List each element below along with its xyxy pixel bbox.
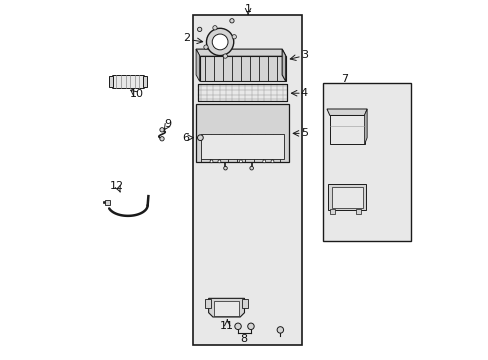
Polygon shape xyxy=(196,49,285,56)
Bar xyxy=(199,55,285,81)
Circle shape xyxy=(203,45,208,49)
Circle shape xyxy=(262,160,265,163)
Text: 6: 6 xyxy=(182,133,188,143)
Bar xyxy=(214,301,239,316)
Bar xyxy=(198,84,286,101)
Circle shape xyxy=(218,160,221,163)
Bar xyxy=(323,83,410,241)
Bar xyxy=(204,300,210,309)
Circle shape xyxy=(247,323,254,329)
Bar xyxy=(143,76,147,87)
Bar xyxy=(192,15,301,345)
Circle shape xyxy=(232,35,236,39)
Bar xyxy=(356,210,360,215)
Circle shape xyxy=(234,323,241,329)
Circle shape xyxy=(223,54,227,58)
Text: 12: 12 xyxy=(110,181,124,192)
Bar xyxy=(329,115,364,144)
Bar xyxy=(331,187,362,208)
Bar xyxy=(242,300,247,309)
Bar xyxy=(201,134,284,159)
Text: 1: 1 xyxy=(244,4,251,14)
Polygon shape xyxy=(326,109,366,116)
Text: 2: 2 xyxy=(183,33,190,43)
Polygon shape xyxy=(327,184,366,211)
Circle shape xyxy=(212,26,217,30)
Text: 10: 10 xyxy=(130,89,143,99)
Circle shape xyxy=(270,160,273,163)
Polygon shape xyxy=(196,49,199,81)
Bar xyxy=(109,76,112,87)
Polygon shape xyxy=(282,49,285,81)
Polygon shape xyxy=(105,200,110,205)
Bar xyxy=(198,84,286,101)
Circle shape xyxy=(206,28,233,55)
Circle shape xyxy=(223,166,227,170)
Text: 7: 7 xyxy=(341,74,348,84)
Text: 8: 8 xyxy=(240,333,246,343)
Circle shape xyxy=(197,135,203,140)
Text: 11: 11 xyxy=(220,321,234,330)
Circle shape xyxy=(212,34,227,50)
Bar xyxy=(112,75,144,88)
Text: 5: 5 xyxy=(300,129,307,138)
Text: 3: 3 xyxy=(300,50,307,60)
Text: 4: 4 xyxy=(300,88,307,98)
Bar xyxy=(329,210,334,215)
Circle shape xyxy=(210,160,212,163)
Bar xyxy=(196,104,288,162)
Circle shape xyxy=(160,136,164,141)
Circle shape xyxy=(229,19,234,23)
Circle shape xyxy=(197,27,202,32)
Circle shape xyxy=(249,166,253,170)
Circle shape xyxy=(160,128,164,132)
Text: 9: 9 xyxy=(164,120,171,129)
Polygon shape xyxy=(364,109,366,144)
Circle shape xyxy=(239,160,242,163)
Circle shape xyxy=(277,327,283,333)
Polygon shape xyxy=(208,298,244,317)
